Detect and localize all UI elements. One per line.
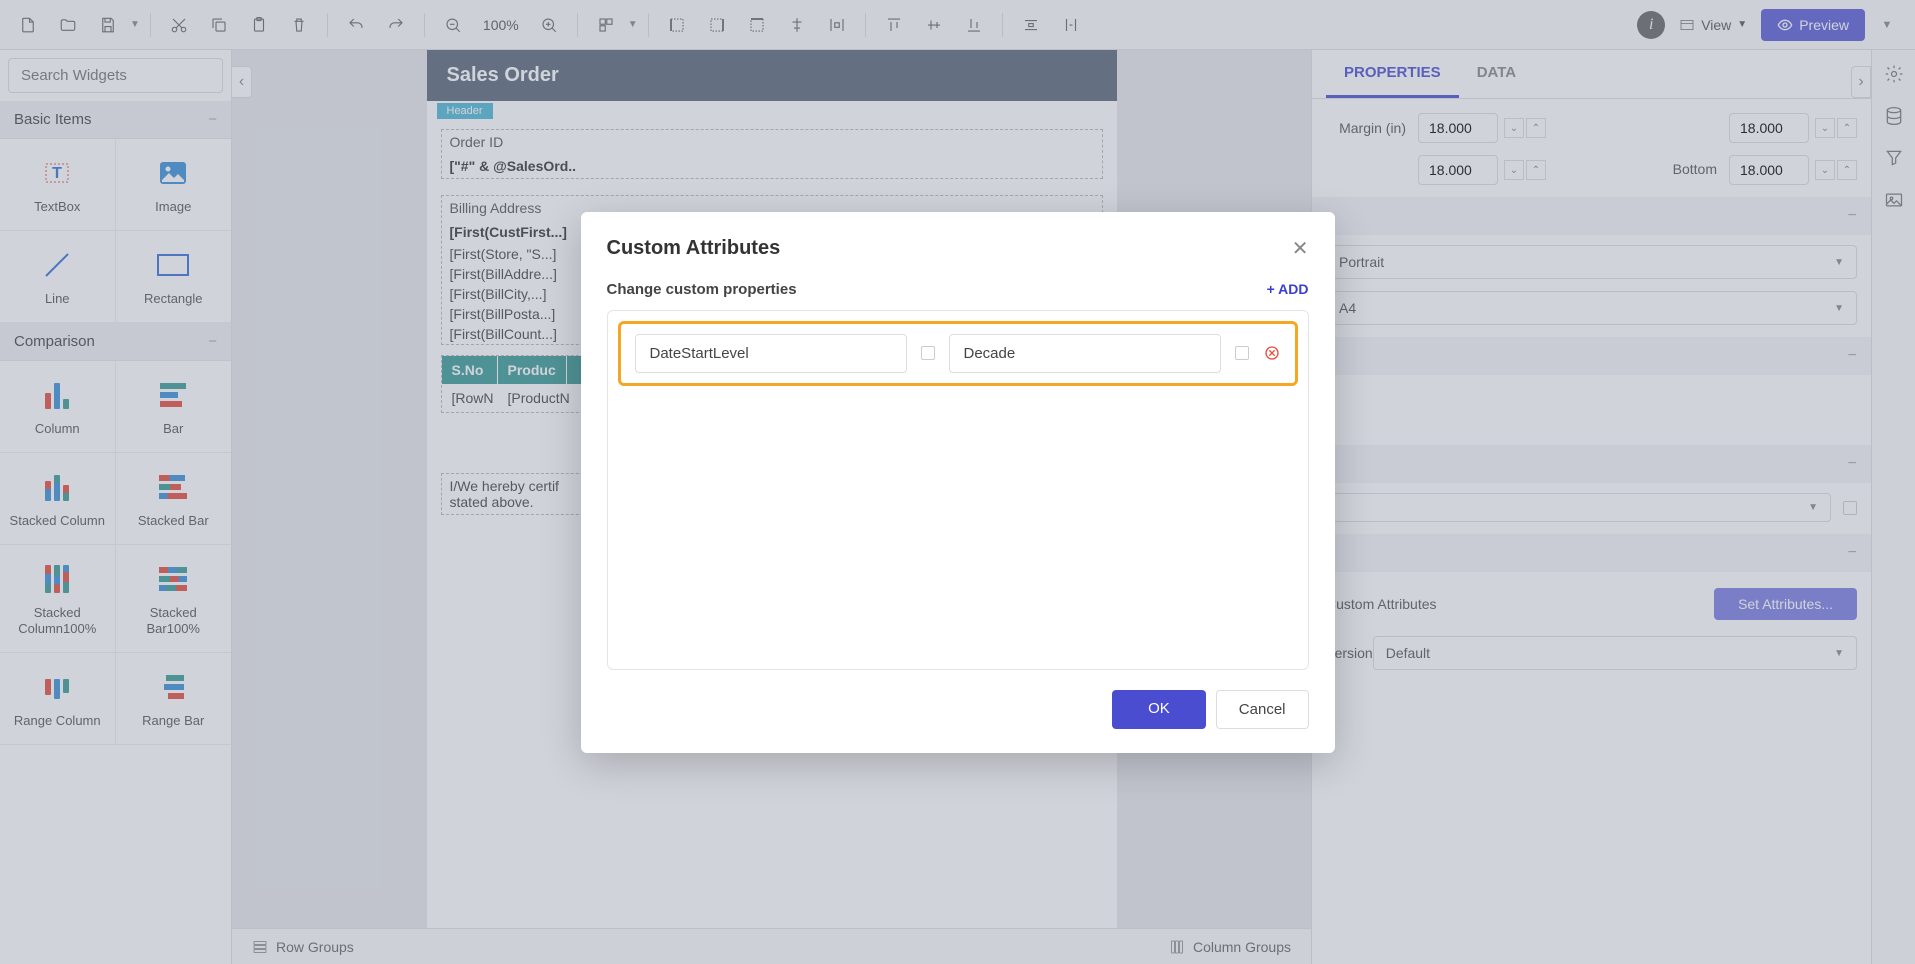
cancel-button[interactable]: Cancel (1216, 690, 1309, 729)
modal-overlay: Custom Attributes ✕ Change custom proper… (0, 0, 1915, 964)
attr-checkbox-1[interactable] (921, 346, 935, 360)
custom-attributes-modal: Custom Attributes ✕ Change custom proper… (581, 212, 1335, 753)
add-attribute-button[interactable]: + ADD (1267, 281, 1309, 297)
attr-name-input[interactable] (635, 334, 907, 373)
close-icon[interactable]: ✕ (1292, 236, 1309, 261)
delete-attribute-icon[interactable] (1263, 344, 1281, 362)
attr-value-input[interactable] (949, 334, 1221, 373)
ok-button[interactable]: OK (1112, 690, 1206, 729)
attribute-row (618, 321, 1298, 386)
attr-checkbox-2[interactable] (1235, 346, 1249, 360)
modal-subtitle: Change custom properties (607, 281, 797, 298)
modal-title: Custom Attributes (607, 237, 781, 260)
